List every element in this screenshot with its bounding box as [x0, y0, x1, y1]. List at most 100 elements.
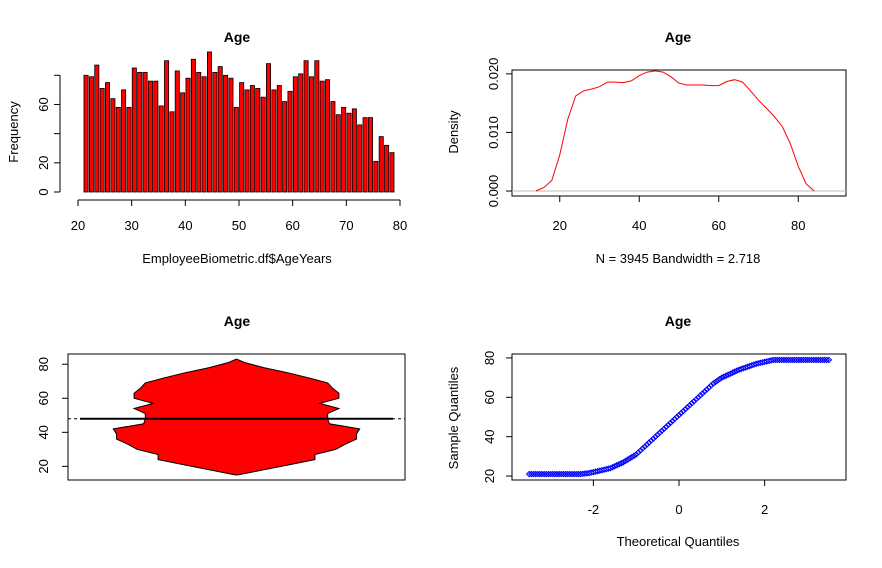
- qq-point: [810, 356, 818, 364]
- violin-y-tick-label: 80: [36, 357, 51, 371]
- qq-point: [536, 470, 544, 478]
- qq-point: [714, 377, 721, 384]
- histogram-bar: [233, 106, 239, 193]
- qq-point: [637, 447, 644, 454]
- histogram-bar: [330, 101, 336, 193]
- qq-point: [534, 470, 541, 478]
- qq-point: [823, 356, 831, 364]
- qq-point: [705, 384, 713, 391]
- qq-point: [688, 399, 696, 407]
- histogram-bar: [282, 101, 288, 193]
- qq-ylabel: Sample Quantiles: [446, 366, 461, 469]
- qq-point: [703, 386, 711, 393]
- qq-point: [720, 373, 728, 380]
- histogram-x-tick-label: 70: [339, 218, 353, 233]
- qq-point: [542, 470, 550, 478]
- density-x-tick-label: 20: [553, 218, 567, 233]
- qq-point: [733, 367, 741, 375]
- qq-point: [677, 409, 685, 417]
- qq-point: [787, 356, 794, 364]
- histogram-bar: [180, 92, 186, 193]
- qq-point: [671, 415, 679, 423]
- histogram-bar: [158, 105, 164, 193]
- qq-point: [727, 370, 734, 377]
- qq-point: [784, 356, 792, 364]
- qq-content: -2 0 2 20 40 60 80: [482, 351, 833, 517]
- qq-point: [707, 382, 715, 389]
- histogram-bar: [174, 70, 180, 193]
- density-x-tick-label: 80: [791, 218, 805, 233]
- violin-title: Age: [224, 313, 251, 329]
- histogram-bar: [88, 76, 94, 193]
- histogram-x-tick-label: 20: [71, 218, 85, 233]
- qq-point: [778, 356, 786, 364]
- histogram-ylabel: Frequency: [6, 101, 21, 163]
- qq-point: [660, 425, 668, 433]
- histogram-bar: [206, 51, 212, 193]
- qq-point: [814, 356, 822, 364]
- qq-point: [669, 417, 676, 425]
- qq-point: [568, 470, 576, 478]
- qq-point: [530, 470, 537, 478]
- qq-point: [572, 470, 580, 478]
- qq-point: [718, 374, 726, 381]
- qq-point: [654, 431, 661, 439]
- density-x-tick-label: 40: [632, 218, 646, 233]
- qq-point: [662, 423, 670, 431]
- histogram-bar: [308, 76, 314, 193]
- histogram-bar: [228, 77, 234, 193]
- histogram-bar: [153, 80, 159, 193]
- qq-point: [641, 443, 649, 450]
- histogram-bar: [164, 60, 170, 193]
- histogram-x-tick-label: 40: [178, 218, 192, 233]
- histogram-bar: [147, 80, 153, 193]
- density-y-tick-label: 0.020: [486, 58, 501, 91]
- histogram-bar: [201, 76, 207, 193]
- histogram-bar: [292, 76, 298, 193]
- qq-point: [776, 356, 783, 364]
- qq-y-tick-label: 80: [482, 351, 497, 365]
- density-ylabel: Density: [446, 110, 461, 154]
- histogram-bar: [169, 111, 175, 193]
- qq-point: [819, 356, 826, 364]
- qq-point: [656, 429, 664, 437]
- density-curve: [535, 70, 815, 192]
- qq-point: [709, 380, 717, 387]
- qq-point: [545, 470, 552, 478]
- histogram-bar: [351, 108, 357, 193]
- histogram-bar: [185, 77, 191, 193]
- qq-point: [675, 411, 683, 419]
- qq-point: [525, 470, 533, 478]
- histogram-bar: [325, 79, 331, 193]
- histogram-bar: [255, 88, 261, 193]
- qq-point: [802, 356, 809, 364]
- qq-panel: Age Theoretical Quantiles Sample Quantil…: [446, 313, 847, 549]
- histogram-bar: [346, 112, 352, 193]
- qq-point: [701, 388, 708, 395]
- qq-y-tick-label: 40: [482, 429, 497, 443]
- qq-point: [793, 356, 801, 364]
- density-plot-box: [511, 69, 847, 197]
- histogram-bar: [373, 160, 379, 193]
- histogram-bar: [142, 71, 148, 193]
- histogram-xlabel: EmployeeBiometric.df$AgeYears: [142, 251, 332, 266]
- density-x-tick-label: 60: [712, 218, 726, 233]
- qq-point: [812, 356, 820, 364]
- qq-point: [664, 421, 672, 429]
- histogram-title: Age: [224, 29, 251, 45]
- qq-point: [632, 451, 640, 458]
- qq-x-tick-label: 2: [761, 502, 768, 517]
- density-title: Age: [665, 29, 692, 45]
- histogram-bar: [239, 82, 245, 193]
- qq-point: [782, 356, 790, 364]
- qq-x-tick-label: -2: [588, 502, 600, 517]
- violin-content: 20 40 60 80: [36, 357, 405, 476]
- histogram-bar: [266, 63, 271, 193]
- histogram-panel: Age EmployeeBiometric.df$AgeYears Freque…: [6, 29, 407, 266]
- qq-point: [797, 356, 805, 364]
- qq-x-tick-label: 0: [675, 502, 682, 517]
- qq-title: Age: [665, 313, 692, 329]
- qq-y-tick-label: 60: [482, 390, 497, 404]
- qq-point: [667, 419, 674, 427]
- histogram-bar: [190, 58, 196, 193]
